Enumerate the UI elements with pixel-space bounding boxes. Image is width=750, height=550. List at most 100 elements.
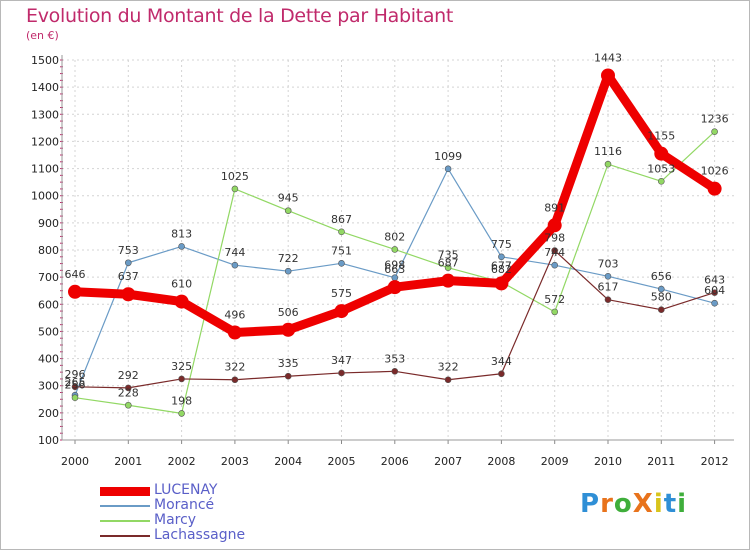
data-point	[284, 267, 292, 275]
data-labels: 646 637 610 496 506 575 663 687 677 891 1443 1155 10…	[65, 51, 729, 407]
data-label: 1236	[701, 113, 729, 126]
data-label: 604	[704, 284, 725, 297]
data-label: 617	[598, 281, 619, 294]
y-tick-label: 1100	[31, 163, 59, 176]
legend-label: Marcy	[154, 512, 197, 528]
legend-swatch	[100, 520, 150, 522]
data-label: 256	[65, 379, 86, 392]
axes: 100 200 300 400 500 600 700 800 900 1000 1100 1200 1…	[31, 54, 734, 468]
data-label: 322	[438, 361, 459, 374]
data-point	[654, 146, 669, 161]
data-point	[494, 276, 509, 291]
data-point	[174, 294, 189, 309]
data-label: 610	[171, 278, 192, 291]
data-point	[231, 261, 239, 269]
data-point	[498, 370, 505, 378]
data-point	[71, 394, 79, 401]
legend-swatch	[100, 535, 150, 537]
x-tick-label: 2005	[328, 455, 356, 468]
y-tick-label: 500	[38, 325, 59, 338]
data-label: 687	[438, 257, 459, 270]
data-label: 1026	[701, 165, 729, 178]
x-tick-label: 2009	[541, 455, 569, 468]
data-label: 798	[544, 232, 565, 245]
data-label: 698	[384, 259, 405, 272]
data-label: 751	[331, 244, 352, 257]
x-tick-label: 2012	[701, 455, 729, 468]
x-tick-label: 2004	[274, 455, 302, 468]
legend-label: Morancé	[154, 497, 215, 513]
series-points	[68, 68, 722, 417]
data-label: 1099	[434, 150, 462, 163]
data-point	[125, 401, 132, 409]
data-point	[391, 246, 399, 253]
data-point	[284, 207, 292, 214]
y-tick-label: 1000	[31, 190, 59, 203]
data-point	[281, 322, 296, 337]
data-point	[604, 273, 612, 280]
data-label: 496	[224, 309, 245, 322]
data-point	[444, 165, 452, 173]
data-point	[711, 299, 718, 307]
data-point	[707, 181, 722, 196]
data-label: 945	[278, 192, 299, 205]
data-label: 1443	[594, 51, 622, 64]
data-label: 575	[331, 287, 352, 300]
y-tick-label: 900	[38, 217, 59, 230]
data-label: 643	[704, 274, 725, 287]
data-label: 744	[544, 246, 565, 259]
data-label: 867	[331, 213, 352, 226]
data-label: 335	[278, 357, 299, 370]
data-point	[551, 308, 559, 316]
data-label: 753	[118, 244, 139, 257]
data-label: 682	[491, 263, 512, 276]
legend-label: Lachassagne	[154, 527, 246, 543]
data-point	[551, 247, 559, 254]
y-tick-label: 800	[38, 244, 59, 257]
data-point	[68, 284, 82, 299]
chart-title: Evolution du Montant de la Dette par Hab…	[26, 5, 454, 27]
x-tick-label: 2007	[434, 455, 462, 468]
data-point	[178, 243, 185, 250]
data-label: 572	[544, 293, 565, 306]
data-label: 1155	[647, 130, 675, 143]
data-point	[178, 375, 185, 383]
data-label: 891	[544, 201, 565, 214]
x-tick-label: 2002	[168, 455, 196, 468]
data-label: 637	[118, 270, 139, 283]
data-label: 663	[384, 263, 405, 276]
data-label: 1116	[594, 145, 622, 158]
data-label: 1025	[221, 170, 249, 183]
data-point	[125, 384, 132, 392]
data-point	[547, 218, 562, 233]
y-tick-label: 600	[38, 298, 59, 311]
x-tick-label: 2001	[114, 455, 142, 468]
data-point	[711, 289, 718, 296]
data-label: 722	[278, 252, 299, 265]
brand-letter: t	[663, 489, 678, 519]
data-label: 1053	[647, 162, 675, 175]
data-point	[227, 325, 242, 340]
y-tick-label: 400	[38, 353, 59, 366]
data-point	[338, 228, 345, 236]
data-label: 656	[651, 270, 672, 283]
data-label: 735	[438, 249, 459, 262]
data-label: 744	[224, 246, 245, 259]
y-tick-label: 1300	[31, 108, 59, 121]
chart-unit: (en €)	[26, 29, 59, 42]
brand-letter: X	[632, 489, 654, 519]
data-label: 344	[491, 355, 512, 368]
data-label: 506	[278, 306, 299, 319]
data-point	[231, 376, 239, 384]
y-tick-label: 300	[38, 380, 59, 393]
data-label: 775	[491, 238, 512, 251]
data-point	[657, 178, 665, 185]
data-label: 228	[118, 386, 139, 399]
x-tick-label: 2008	[487, 455, 515, 468]
data-point	[125, 259, 132, 267]
data-label: 677	[491, 259, 512, 272]
data-point	[338, 259, 345, 267]
data-point	[121, 287, 136, 302]
data-point	[711, 128, 718, 135]
